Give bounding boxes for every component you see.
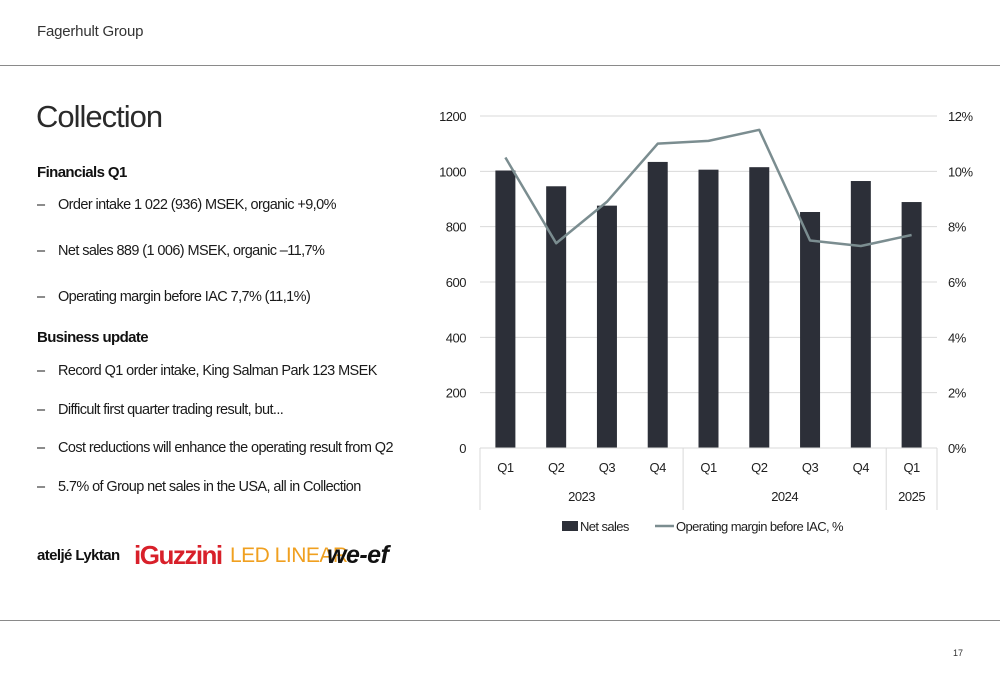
page-title: Collection — [36, 99, 163, 134]
bullet-dash: – — [37, 440, 45, 456]
y-left-tick-label: 400 — [446, 330, 466, 345]
bar — [850, 181, 871, 448]
bullet-text: Net sales 889 (1 006) MSEK, organic –11,… — [58, 243, 325, 259]
bar — [698, 169, 719, 448]
company-name: Fagerhult Group — [37, 23, 144, 40]
bullet-dash: – — [37, 289, 45, 305]
x-group-label: 2024 — [771, 489, 798, 504]
x-group-label: 2023 — [568, 489, 595, 504]
bullet-dash: – — [37, 402, 45, 418]
iguzzini-logo: iGuzzini — [134, 540, 223, 570]
bullet-text: Cost reductions will enhance the operati… — [58, 440, 394, 456]
footer-divider — [0, 620, 1000, 621]
business-item-cost-reductions: – Cost reductions will enhance the operat… — [37, 440, 394, 456]
business-update-heading: Business update — [37, 329, 149, 346]
y-right-tick-label: 4% — [948, 330, 967, 345]
legend-label: Net sales — [580, 519, 630, 534]
bar — [800, 212, 821, 448]
weef-logo: we-ef — [327, 541, 389, 569]
x-tick-label: Q2 — [548, 460, 565, 475]
business-item-usa-sales: –5.7% of Group net sales in the USA, all… — [37, 479, 361, 495]
x-tick-label: Q3 — [802, 460, 819, 475]
x-tick-label: Q3 — [599, 460, 616, 475]
y-left-tick-label: 800 — [446, 220, 466, 235]
bullet-dash: – — [37, 363, 45, 379]
x-tick-label: Q1 — [700, 460, 717, 475]
bar — [901, 202, 922, 448]
y-left-tick-label: 200 — [446, 386, 466, 401]
bullet-text: Order intake 1 022 (936) MSEK, organic +… — [58, 197, 336, 213]
bullet-dash: – — [37, 197, 45, 213]
legend-bar-swatch — [562, 521, 578, 531]
y-left-tick-label: 1000 — [439, 164, 466, 179]
y-right-tick-label: 8% — [948, 220, 967, 235]
x-tick-label: Q1 — [903, 460, 920, 475]
bullet-dash: – — [37, 479, 45, 495]
y-right-tick-label: 6% — [948, 275, 967, 290]
bullet-text: 5.7% of Group net sales in the USA, all … — [58, 479, 361, 495]
y-left-tick-label: 1200 — [439, 109, 466, 124]
bar — [749, 167, 770, 448]
bullet-dash: – — [37, 243, 45, 259]
lyktan-logo: ateljé Lyktan — [37, 547, 120, 564]
bar — [495, 170, 516, 448]
y-left-tick-label: 600 — [446, 275, 466, 290]
financials-heading: Financials Q1 — [37, 164, 127, 181]
legend-label: Operating margin before IAC, % — [676, 519, 844, 534]
header-divider — [0, 65, 1000, 66]
x-tick-label: Q4 — [853, 460, 870, 475]
financials-item-operating-margin: – Operating margin before IAC 7,7% (11,1%… — [37, 289, 311, 305]
net-sales-margin-chart: 0 200 400 600 800 1000 1200 0% 2% 4% 6% 8% 10% 12% Q1 Q… — [439, 109, 974, 534]
y-right-tick-label: 2% — [948, 386, 967, 401]
page-number: 17 — [953, 648, 964, 658]
y-right-tick-label: 0% — [948, 441, 967, 456]
bar — [647, 161, 668, 448]
x-tick-label: Q4 — [650, 460, 667, 475]
business-item-record-order: – Record Q1 order intake, King Salman Par… — [37, 363, 377, 379]
y-left-tick-label: 0 — [459, 441, 466, 456]
bullet-text: Record Q1 order intake, King Salman Park… — [58, 363, 377, 379]
x-group-label: 2025 — [898, 489, 925, 504]
bullet-text: Difficult first quarter trading result, … — [58, 402, 284, 418]
bar — [596, 205, 617, 448]
bullet-text: Operating margin before IAC 7,7% (11,1%) — [58, 289, 311, 305]
y-right-tick-label: 10% — [948, 164, 973, 179]
financials-item-net-sales: – Net sales 889 (1 006) MSEK, organic –11… — [37, 243, 325, 259]
x-tick-label: Q2 — [751, 460, 768, 475]
y-right-tick-label: 12% — [948, 109, 973, 124]
x-tick-label: Q1 — [497, 460, 514, 475]
business-item-difficult-quarter: – Difficult first quarter trading result,… — [37, 402, 284, 418]
bar — [546, 186, 567, 449]
financials-item-order-intake: – Order intake 1 022 (936) MSEK, organic … — [37, 197, 336, 213]
ledlinear-logo: LED LINEAR — [230, 544, 348, 567]
